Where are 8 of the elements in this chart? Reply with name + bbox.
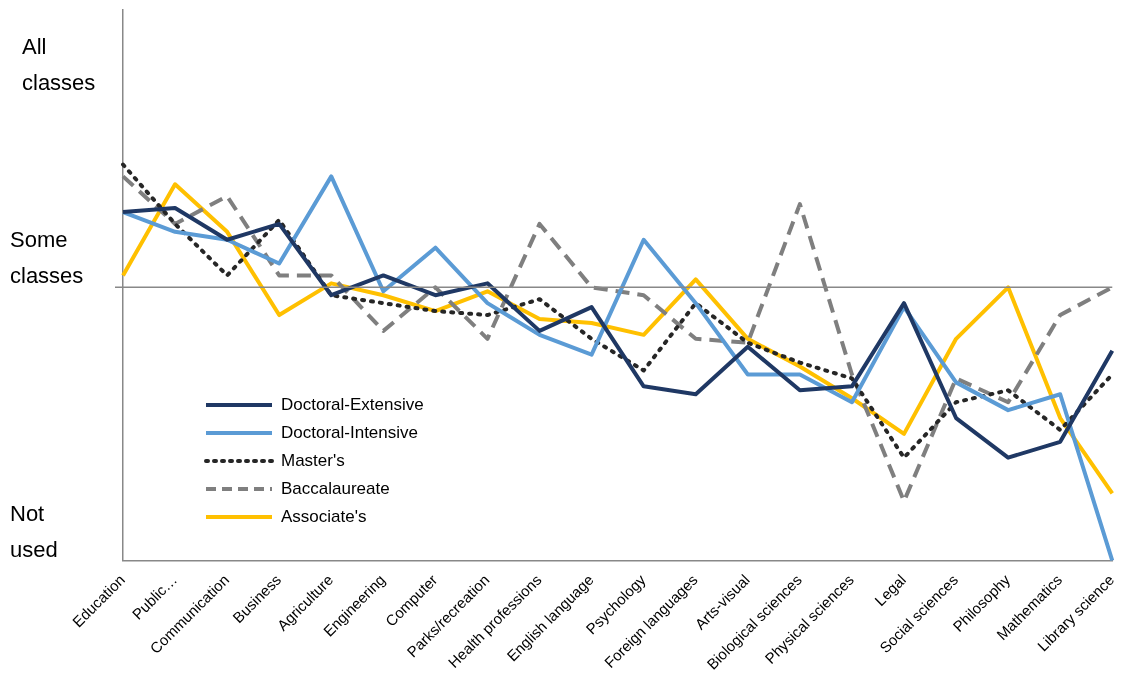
legend-label: Master's xyxy=(281,450,345,471)
legend-label: Baccalaureate xyxy=(281,478,390,499)
text: All classes xyxy=(22,34,96,95)
legend-label: Associate's xyxy=(281,506,367,527)
legend-label: Doctoral-Intensive xyxy=(281,422,419,443)
text: Not used xyxy=(10,500,58,562)
ref-line-label: Some classes xyxy=(10,227,84,289)
legend-label: Doctoral-Extensive xyxy=(281,394,424,415)
